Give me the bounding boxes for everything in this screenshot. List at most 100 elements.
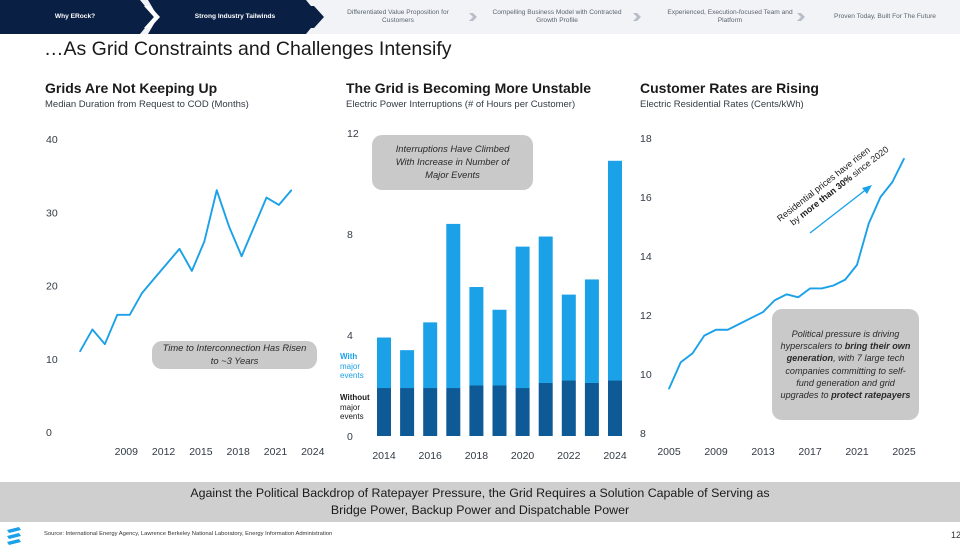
bar-with-major-events [469, 287, 484, 386]
data-point [290, 189, 293, 192]
y-tick-label: 0 [46, 427, 52, 439]
data-point [797, 296, 800, 299]
x-tick-label: 2015 [189, 446, 213, 458]
bar-without-major-events [561, 380, 576, 436]
left-callout: Time to Interconnection Has Risen to ~3 … [152, 341, 317, 369]
legend-with-major-events: With major events [340, 352, 364, 381]
nav-item-industry-tailwinds[interactable]: Strong Industry Tailwinds [194, 12, 276, 20]
y-tick-label: 14 [640, 251, 652, 263]
nav-item-team-platform[interactable]: Experienced, Execution-focused Team and … [667, 8, 793, 24]
data-point [166, 262, 168, 265]
data-point [228, 226, 230, 228]
data-point [104, 343, 106, 345]
data-point [679, 361, 682, 364]
y-tick-label: 8 [347, 229, 353, 241]
bar-without-major-events [515, 388, 530, 436]
data-point [91, 328, 94, 331]
data-point [79, 350, 81, 353]
rates-annotation: Residential prices have risen by more th… [775, 136, 890, 233]
left-panel-subtitle: Median Duration from Request to COD (Mon… [45, 99, 249, 110]
bar-without-major-events [584, 382, 599, 436]
page-title: …As Grid Constraints and Challenges Inte… [44, 38, 452, 60]
y-tick-label: 12 [640, 310, 652, 322]
data-point [750, 317, 753, 319]
data-point [903, 157, 905, 160]
right-callout-text: Political pressure is driving hyperscale… [780, 328, 911, 401]
data-point [820, 287, 823, 290]
bar-without-major-events [538, 382, 553, 436]
bar-with-major-events [400, 350, 415, 389]
bar-with-major-events [377, 337, 391, 389]
data-point [116, 314, 119, 316]
nav-item-value-proposition[interactable]: Differentiated Value Proposition for Cus… [347, 8, 449, 24]
nav-active-background [0, 0, 324, 34]
data-point [703, 334, 706, 337]
interconnection-duration-chart: 0 10 20 30 40 2009 2012 2015 2018 2021 2024 [46, 134, 325, 458]
data-point [844, 278, 847, 281]
right-callout: Political pressure is driving hyperscale… [772, 309, 919, 420]
x-tick-label: 2012 [152, 446, 176, 458]
data-point [691, 352, 694, 355]
bar-with-major-events [515, 246, 530, 389]
y-tick-label: 12 [347, 128, 359, 140]
nav-item-why-erock[interactable]: Why ERock? [54, 12, 96, 20]
y-tick-label: 4 [347, 330, 353, 342]
y-tick-label: 18 [640, 133, 652, 145]
data-point [773, 299, 776, 302]
data-point [253, 226, 255, 228]
data-point [203, 240, 206, 243]
bar-with-major-events [538, 236, 553, 383]
x-tick-label: 2016 [419, 450, 443, 462]
nav-item-proven-today[interactable]: Proven Today, Built For The Future [834, 12, 936, 20]
data-point [891, 181, 894, 184]
data-point [668, 387, 670, 390]
data-point [278, 204, 280, 206]
x-tick-label: 2024 [603, 450, 627, 462]
middle-panel-title: The Grid is Becoming More Unstable [346, 80, 592, 96]
data-point [240, 255, 243, 257]
right-panel-subtitle: Electric Residential Rates (Cents/kWh) [640, 99, 804, 110]
rates-trend-arrow [809, 185, 872, 234]
x-tick-label: 2009 [115, 446, 139, 458]
x-tick-label: 2017 [798, 446, 822, 458]
data-point [738, 323, 741, 325]
left-panel-title: Grids Are Not Keeping Up [45, 80, 218, 96]
y-tick-label: 30 [46, 207, 58, 219]
footer-line-1: Against the Political Backdrop of Ratepa… [190, 486, 770, 501]
y-tick-label: 16 [640, 192, 652, 204]
y-tick-label: 10 [640, 369, 652, 381]
y-tick-label: 10 [46, 354, 58, 366]
footer-banner: Against the Political Backdrop of Ratepa… [0, 482, 960, 522]
legend-without-major-events: Without major events [340, 393, 370, 422]
bar-without-major-events [608, 380, 622, 436]
x-tick-label: 2013 [751, 446, 775, 458]
y-tick-label: 40 [46, 134, 58, 146]
data-point [128, 314, 131, 316]
residential-rates-chart: 8 10 12 14 16 18 2005 2009 2013 2017 2021 2025 [640, 133, 916, 458]
page-number: 12 [951, 530, 960, 540]
data-point [141, 292, 143, 294]
bar-with-major-events [492, 309, 507, 386]
data-point [715, 328, 717, 331]
data-point [726, 328, 729, 331]
charts-canvas: 0 10 20 30 40 2009 2012 2015 2018 2021 2024 0 4 8 12 2… [46, 128, 916, 462]
bar-with-major-events [608, 160, 622, 381]
data-point [762, 311, 764, 313]
data-point [178, 248, 181, 250]
y-tick-label: 0 [347, 431, 353, 443]
data-point [809, 287, 811, 290]
data-point [856, 264, 858, 266]
x-tick-label: 2009 [704, 446, 728, 458]
company-logo-icon [7, 527, 21, 545]
bar-with-major-events [561, 294, 576, 381]
bar-with-major-events [584, 279, 599, 383]
data-point [265, 196, 268, 199]
x-tick-label: 2024 [301, 446, 325, 458]
right-panel-title: Customer Rates are Rising [640, 80, 819, 96]
data-point [785, 293, 788, 296]
x-tick-label: 2005 [657, 446, 681, 458]
data-point [867, 222, 870, 225]
nav-item-business-model[interactable]: Compelling Business Model with Contracte… [492, 8, 622, 24]
x-tick-label: 2018 [465, 450, 489, 462]
middle-panel-subtitle: Electric Power Interruptions (# of Hours… [346, 99, 576, 110]
